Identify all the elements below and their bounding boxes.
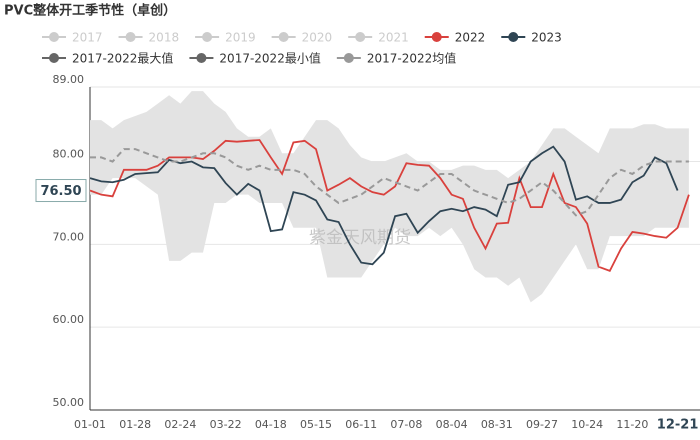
x-tick-label: 08-31 bbox=[481, 418, 513, 431]
legend-marker bbox=[202, 32, 213, 42]
legend-marker bbox=[343, 53, 354, 63]
legend-item: 2023 bbox=[501, 31, 562, 45]
legend-label: 2022 bbox=[455, 31, 486, 45]
legend-label: 2017-2022均值 bbox=[367, 51, 456, 66]
legend-item: 2017 bbox=[42, 31, 103, 45]
legend-item: 2017-2022最小值 bbox=[189, 51, 321, 66]
y-pointer-label: 76.50 bbox=[40, 184, 81, 199]
x-pointer-label: 12-21 bbox=[657, 418, 699, 433]
legend-marker bbox=[196, 53, 207, 63]
y-tick-label: 70.00 bbox=[53, 230, 85, 243]
chart-title: PVC整体开工季节性（卓创） bbox=[4, 3, 176, 19]
x-tick-label: 08-04 bbox=[436, 418, 468, 431]
legend-marker bbox=[508, 32, 519, 42]
x-tick-label: 04-18 bbox=[255, 418, 287, 431]
legend-item: 2017-2022均值 bbox=[336, 51, 456, 66]
x-tick-label: 01-28 bbox=[119, 418, 151, 431]
legend-label: 2023 bbox=[531, 31, 562, 45]
legend-item: 2019 bbox=[195, 31, 256, 45]
x-tick-label: 06-11 bbox=[345, 418, 377, 431]
legend-item: 2021 bbox=[348, 31, 409, 45]
legend-item: 2018 bbox=[118, 31, 180, 45]
watermark: 紫金天风期货 bbox=[309, 228, 411, 248]
y-tick-label: 89.00 bbox=[53, 73, 85, 86]
y-tick-label: 80.00 bbox=[53, 148, 85, 161]
range-band bbox=[90, 91, 689, 303]
legend-label: 2017-2022最小值 bbox=[219, 51, 320, 66]
legend-item: 2022 bbox=[424, 31, 486, 45]
y-tick-label: 60.00 bbox=[53, 313, 85, 326]
x-pointer-bg bbox=[655, 416, 700, 434]
x-tick-label: 01-01 bbox=[74, 418, 106, 431]
legend-label: 2017 bbox=[72, 31, 103, 45]
y-tick-label: 50.00 bbox=[53, 396, 85, 409]
x-tick-label: 07-08 bbox=[390, 418, 422, 431]
x-tick-label: 11-20 bbox=[616, 418, 648, 431]
x-tick-label: 03-22 bbox=[210, 418, 242, 431]
legend-marker bbox=[49, 53, 59, 63]
legend-label: 2018 bbox=[149, 31, 180, 45]
legend-label: 2017-2022最大值 bbox=[72, 51, 173, 66]
legend-marker bbox=[431, 32, 442, 42]
series-line bbox=[89, 145, 679, 266]
legend-marker bbox=[278, 32, 289, 42]
legend-marker bbox=[49, 32, 59, 42]
series-line bbox=[90, 148, 689, 217]
series-line bbox=[89, 139, 690, 272]
legend-item: 2017-2022最大值 bbox=[42, 51, 173, 66]
x-tick-label: 05-15 bbox=[300, 418, 332, 431]
x-tick-label: 02-24 bbox=[164, 418, 196, 431]
y-pointer-box bbox=[35, 179, 87, 203]
legend-label: 2019 bbox=[225, 31, 256, 45]
legend-label: 2021 bbox=[378, 31, 409, 45]
legend-label: 2020 bbox=[302, 31, 333, 45]
x-tick-label: 09-27 bbox=[526, 418, 558, 431]
legend-marker bbox=[125, 32, 136, 42]
legend-marker bbox=[355, 32, 366, 42]
x-tick-label: 10-24 bbox=[571, 418, 603, 431]
legend-item: 2020 bbox=[271, 31, 333, 45]
